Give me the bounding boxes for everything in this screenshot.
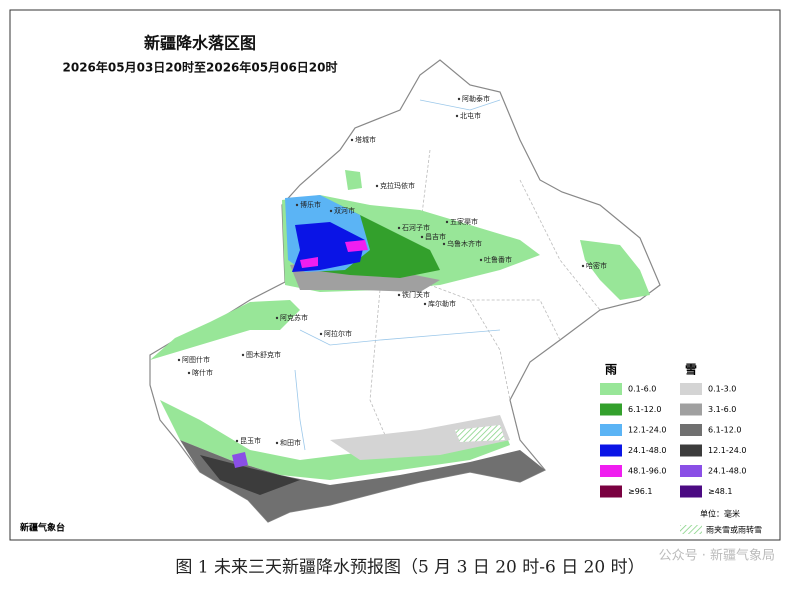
legend-swatch <box>680 383 702 395</box>
map-subtitle: 2026年05月03日20时至2026年05月06日20时 <box>63 60 338 75</box>
city-label: 博乐市 <box>300 200 321 209</box>
city-label: 库尔勒市 <box>428 299 456 308</box>
city-label: 吐鲁番市 <box>484 255 512 264</box>
legend-swatch <box>680 525 702 534</box>
city-dot <box>275 316 279 320</box>
legend-swatch <box>600 383 622 395</box>
city-dot <box>329 209 333 213</box>
city-label: 乌鲁木齐市 <box>447 239 482 248</box>
legend-swatch <box>680 444 702 457</box>
legend-label: 12.1-24.0 <box>628 426 667 435</box>
legend-label: 6.1-12.0 <box>708 426 741 435</box>
legend-snow-title: 雪 <box>685 363 697 377</box>
boundary <box>284 149 601 471</box>
legend-swatch <box>600 444 622 457</box>
city-label: 双河市 <box>334 206 355 215</box>
city-label: 阿克苏市 <box>280 313 308 322</box>
city-dot <box>423 302 427 306</box>
caption: 图 1 未来三天新疆降水预报图（5 月 3 日 20 时-6 日 20 时） <box>175 558 644 578</box>
legend-label: ≥48.1 <box>708 487 733 496</box>
city-label: 昌吉市 <box>425 232 446 241</box>
city-label: 北屯市 <box>460 111 481 120</box>
legend-label: 24.1-48.0 <box>628 446 667 455</box>
snow-area <box>232 452 248 468</box>
legend-label: 6.1-12.0 <box>628 405 661 414</box>
legend-label: 3.1-6.0 <box>708 405 736 414</box>
city-label: 阿图什市 <box>182 355 210 364</box>
legend-swatch <box>680 403 702 416</box>
city-dot <box>235 439 239 443</box>
legend-label: 12.1-24.0 <box>708 446 747 455</box>
city-label: 图木舒克市 <box>246 350 281 359</box>
city-label: 哈密市 <box>586 261 607 270</box>
city-label: 克拉玛依市 <box>380 181 415 190</box>
river <box>294 99 501 451</box>
legend-label: 0.1-3.0 <box>708 385 736 394</box>
city-dot <box>241 353 245 357</box>
rain-area <box>160 400 510 480</box>
city-dot <box>187 371 191 375</box>
legend-swatch <box>600 403 622 416</box>
city-label: 阿勒泰市 <box>462 94 490 103</box>
city-label: 阿拉尔市 <box>324 329 352 338</box>
legend-swatch <box>680 465 702 477</box>
rain-area <box>345 170 650 300</box>
rain-area <box>150 300 300 360</box>
city-dot <box>295 203 299 207</box>
city-label: 昆玉市 <box>240 436 261 445</box>
city-dot <box>479 258 483 262</box>
city-label: 铁门关市 <box>402 290 430 299</box>
city-label: 塔城市 <box>355 135 376 144</box>
city-dot <box>397 226 401 230</box>
rain-area <box>300 240 368 268</box>
city-dot <box>397 293 401 297</box>
legend-swatch <box>600 465 622 477</box>
snow-area <box>330 415 510 460</box>
legend-rain-title: 雨 <box>605 363 617 377</box>
city-dot <box>581 264 585 268</box>
snow-area <box>180 440 545 522</box>
city-dot <box>442 242 446 246</box>
legend-label: ≥96.1 <box>628 487 653 496</box>
legend-unit: 单位：毫米 <box>700 509 740 519</box>
legend-label: 24.1-48.0 <box>708 467 747 476</box>
source: 新疆气象台 <box>20 522 65 534</box>
legend-swatch <box>600 424 622 436</box>
watermark: 公众号 · 新疆气象局 <box>659 548 775 564</box>
legend-label: 0.1-6.0 <box>628 385 656 394</box>
city-label: 和田市 <box>280 438 301 447</box>
map-title: 新疆降水落区图 <box>144 34 256 53</box>
city-dot <box>455 114 459 118</box>
city-label: 石河子市 <box>402 223 430 232</box>
city-dot <box>177 358 181 362</box>
mixed-area <box>455 425 505 442</box>
legend-swatch <box>680 424 702 436</box>
legend-label: 48.1-96.0 <box>628 467 667 476</box>
city-dot <box>319 332 323 336</box>
snow-area <box>200 455 300 495</box>
legend-swatch <box>600 485 622 498</box>
city-label: 喀什市 <box>192 368 213 377</box>
city-dot <box>420 235 424 239</box>
legend: 雨 雪 单位：毫米 雨夹雪或雨转雪 0.1-6.0 6.1-12.0 12.1-24… <box>600 363 762 535</box>
city-dot <box>375 184 379 188</box>
city-dot <box>275 441 279 445</box>
legend-mixed: 雨夹雪或雨转雪 <box>706 525 762 535</box>
city-dot <box>350 138 354 142</box>
city-dot <box>457 97 461 101</box>
city-dot <box>445 220 449 224</box>
legend-swatch <box>680 485 702 498</box>
city-label: 五家渠市 <box>450 217 478 226</box>
